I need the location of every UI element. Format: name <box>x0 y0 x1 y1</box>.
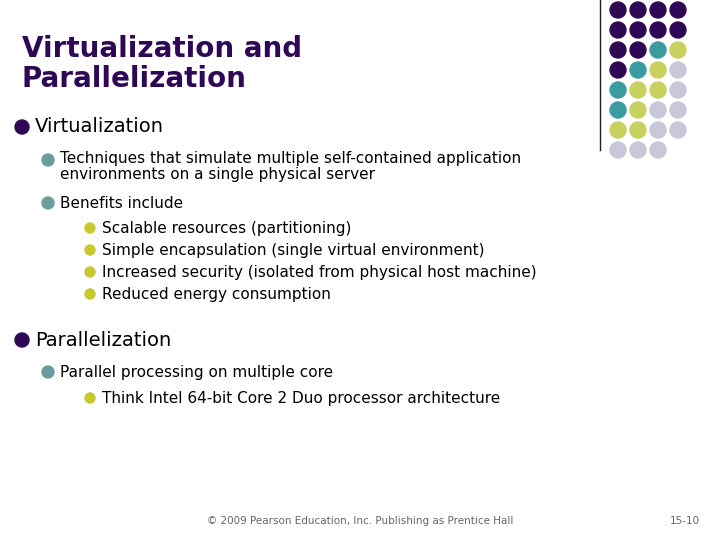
Circle shape <box>650 22 666 38</box>
Text: Techniques that simulate multiple self-contained application: Techniques that simulate multiple self-c… <box>60 151 521 166</box>
Circle shape <box>42 197 54 209</box>
Circle shape <box>85 289 95 299</box>
Circle shape <box>610 2 626 18</box>
Circle shape <box>630 62 646 78</box>
Circle shape <box>610 82 626 98</box>
Circle shape <box>610 142 626 158</box>
Text: Virtualization: Virtualization <box>35 118 164 137</box>
Circle shape <box>42 366 54 378</box>
Circle shape <box>610 42 626 58</box>
Circle shape <box>650 102 666 118</box>
Circle shape <box>630 42 646 58</box>
Text: Increased security (isolated from physical host machine): Increased security (isolated from physic… <box>102 265 536 280</box>
Circle shape <box>610 102 626 118</box>
Circle shape <box>630 122 646 138</box>
Circle shape <box>630 102 646 118</box>
Circle shape <box>610 22 626 38</box>
Circle shape <box>670 42 686 58</box>
Circle shape <box>85 393 95 403</box>
Circle shape <box>650 42 666 58</box>
Circle shape <box>85 223 95 233</box>
Circle shape <box>650 142 666 158</box>
Circle shape <box>670 62 686 78</box>
Text: Simple encapsulation (single virtual environment): Simple encapsulation (single virtual env… <box>102 242 485 258</box>
Text: Scalable resources (partitioning): Scalable resources (partitioning) <box>102 220 351 235</box>
Circle shape <box>15 120 29 134</box>
Circle shape <box>650 62 666 78</box>
Text: Virtualization and: Virtualization and <box>22 35 302 63</box>
Circle shape <box>15 333 29 347</box>
Circle shape <box>630 82 646 98</box>
Circle shape <box>85 245 95 255</box>
Circle shape <box>630 142 646 158</box>
Circle shape <box>650 82 666 98</box>
Circle shape <box>610 122 626 138</box>
Text: Parallelization: Parallelization <box>35 330 171 349</box>
Circle shape <box>670 82 686 98</box>
Circle shape <box>42 154 54 166</box>
Circle shape <box>650 2 666 18</box>
Circle shape <box>670 122 686 138</box>
Text: Think Intel 64-bit Core 2 Duo processor architecture: Think Intel 64-bit Core 2 Duo processor … <box>102 390 500 406</box>
Text: Parallelization: Parallelization <box>22 65 247 93</box>
Circle shape <box>670 102 686 118</box>
Circle shape <box>630 22 646 38</box>
Circle shape <box>650 122 666 138</box>
Text: © 2009 Pearson Education, Inc. Publishing as Prentice Hall: © 2009 Pearson Education, Inc. Publishin… <box>207 516 513 526</box>
Circle shape <box>610 62 626 78</box>
Text: Benefits include: Benefits include <box>60 195 183 211</box>
Text: 15-10: 15-10 <box>670 516 700 526</box>
Circle shape <box>630 2 646 18</box>
Circle shape <box>670 2 686 18</box>
Text: Reduced energy consumption: Reduced energy consumption <box>102 287 331 301</box>
Circle shape <box>670 22 686 38</box>
Circle shape <box>85 267 95 277</box>
Text: environments on a single physical server: environments on a single physical server <box>60 167 375 182</box>
Text: Parallel processing on multiple core: Parallel processing on multiple core <box>60 364 333 380</box>
